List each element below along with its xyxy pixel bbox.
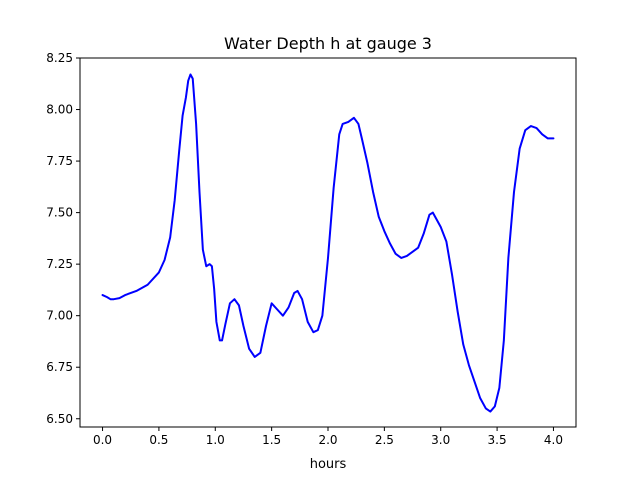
y-tick-label: 6.50: [46, 412, 73, 426]
y-tick-label: 8.00: [46, 103, 73, 117]
y-tick-label: 7.25: [46, 257, 73, 271]
x-tick-label: 1.0: [206, 433, 225, 447]
series-line-0: [101, 73, 555, 413]
x-axis-label: hours: [310, 457, 347, 472]
x-tick-label: 1.5: [262, 433, 281, 447]
x-tick-label: 4.0: [544, 433, 563, 447]
x-tick-label: 2.5: [375, 433, 394, 447]
plot-area: [101, 73, 555, 413]
y-tick-label: 7.75: [46, 154, 73, 168]
x-tick-label: 2.0: [318, 433, 337, 447]
x-tick-label: 3.5: [488, 433, 507, 447]
y-tick-label: 7.50: [46, 206, 73, 220]
y-tick-label: 8.25: [46, 51, 73, 65]
x-tick-label: 3.0: [431, 433, 450, 447]
x-tick-label: 0.0: [93, 433, 112, 447]
y-tick-label: 6.75: [46, 360, 73, 374]
y-tick-label: 7.00: [46, 309, 73, 323]
x-tick-label: 0.5: [149, 433, 168, 447]
axes: 0.0 0.5 1.0 1.5 2.0 2.5 3.0 3.5 4.0 6.50 6.75 7.00 7…: [46, 51, 577, 447]
chart-title: Water Depth h at gauge 3: [224, 34, 432, 53]
